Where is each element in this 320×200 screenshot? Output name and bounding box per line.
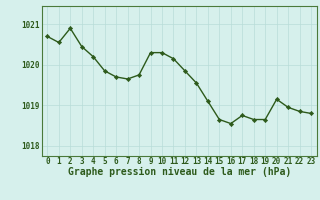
X-axis label: Graphe pression niveau de la mer (hPa): Graphe pression niveau de la mer (hPa) (68, 167, 291, 177)
